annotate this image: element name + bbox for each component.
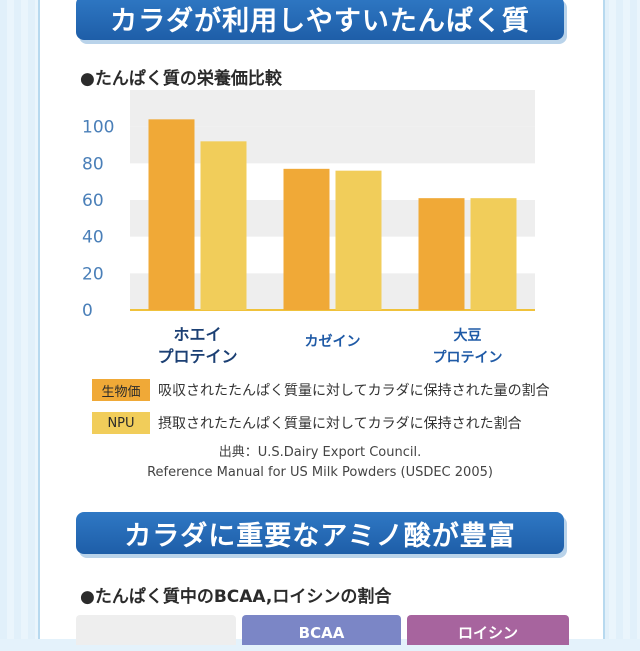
chart-source: 出典：U.S.Dairy Export Council. Reference M… xyxy=(100,443,540,483)
legend-swatch: NPU xyxy=(92,412,150,434)
source-line-2: Reference Manual for US Milk Powders (US… xyxy=(147,465,493,480)
y-tick-label: 20 xyxy=(82,264,104,284)
bar-biological-value xyxy=(148,119,195,310)
y-tick-label: 40 xyxy=(82,228,104,248)
x-category-label: 大豆 xyxy=(454,327,482,344)
y-tick-label: 100 xyxy=(82,118,114,138)
legend-description: 吸収されたたんぱく質量に対してカラダに保持された量の割合 xyxy=(158,383,550,399)
y-tick-label: 60 xyxy=(82,191,104,211)
bar-biological-value xyxy=(418,198,465,310)
banner-title: カラダが利用しやすいたんぱく質 xyxy=(110,5,530,37)
y-tick-label: 0 xyxy=(82,301,93,321)
bar-biological-value xyxy=(283,168,330,310)
legend-item-biological-value: 生物価 吸収されたたんぱく質量に対してカラダに保持された量の割合 xyxy=(92,379,550,401)
banner-title: カラダに重要なアミノ酸が豊富 xyxy=(124,520,516,552)
x-category-label: ホエイ xyxy=(173,325,221,344)
section-banner-amino-acids: カラダに重要なアミノ酸が豊富 xyxy=(76,512,564,554)
table-header-blank xyxy=(76,615,236,645)
legend-item-npu: NPU 摂取されたたんぱく質量に対してカラダに保持された割合 xyxy=(92,412,522,434)
bar-npu xyxy=(470,198,517,310)
legend-description: 摂取されたたんぱく質量に対してカラダに保持された割合 xyxy=(158,416,522,432)
table-header-leucine: ロイシン xyxy=(407,615,569,645)
x-category-label: カゼイン xyxy=(305,333,361,350)
grid-band xyxy=(130,273,535,310)
chart-section-title: ●たんぱく質の栄養価比較 xyxy=(80,69,282,89)
x-category-label: プロテイン xyxy=(433,350,503,366)
table-section-title: ●たんぱく質中のBCAA,ロイシンの割合 xyxy=(80,587,392,607)
section-banner-protein: カラダが利用しやすいたんぱく質 xyxy=(76,0,564,40)
grid-band xyxy=(130,126,535,164)
grid-band xyxy=(130,200,535,237)
bar-npu xyxy=(200,141,247,310)
table-header-bcaa: BCAA xyxy=(242,615,401,645)
x-category-label: プロテイン xyxy=(157,347,237,366)
bar-npu xyxy=(335,170,382,310)
y-tick-label: 80 xyxy=(82,154,104,174)
legend-swatch: 生物価 xyxy=(92,379,150,401)
grid-band xyxy=(130,90,535,127)
source-line-1: 出典：U.S.Dairy Export Council. xyxy=(218,445,422,460)
